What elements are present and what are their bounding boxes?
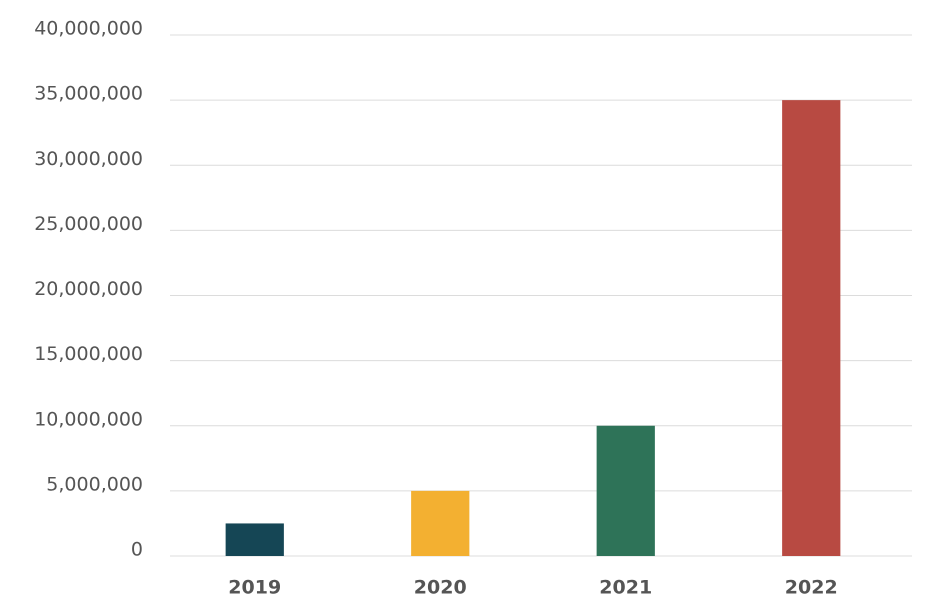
y-tick-label: 5,000,000 [46,473,143,495]
bar [782,100,841,556]
x-tick-label: 2019 [228,577,281,599]
y-tick-label: 35,000,000 [34,83,143,105]
bar [596,425,655,556]
y-tick-label: 40,000,000 [34,18,143,40]
y-tick-label: 30,000,000 [34,148,143,170]
y-tick-label: 20,000,000 [34,278,143,300]
bar [225,523,284,556]
bar [411,490,470,556]
y-tick-label: 15,000,000 [34,343,143,365]
y-tick-label: 10,000,000 [34,408,143,430]
y-tick-label: 0 [131,539,143,561]
x-tick-label: 2022 [785,577,838,599]
x-tick-label: 2021 [599,577,652,599]
y-tick-label: 25,000,000 [34,213,143,235]
x-tick-label: 2020 [414,577,467,599]
